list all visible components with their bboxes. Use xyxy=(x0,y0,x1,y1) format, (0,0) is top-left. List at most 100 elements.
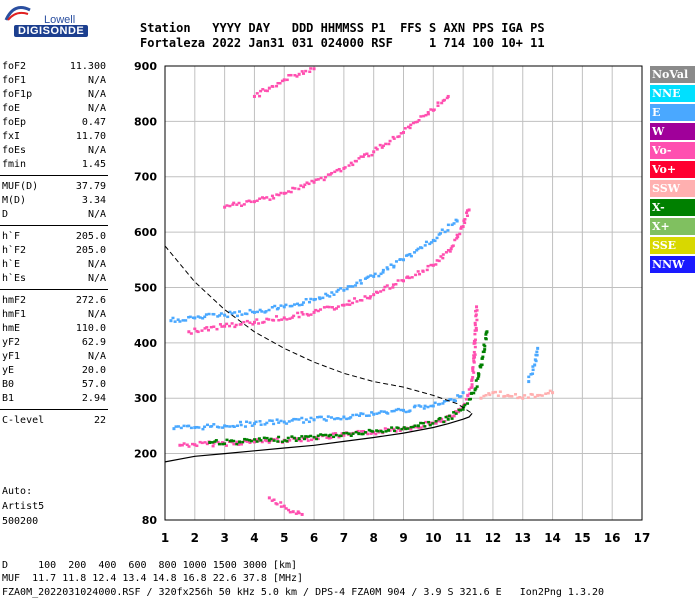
data-mark xyxy=(302,301,306,304)
data-mark xyxy=(469,386,473,390)
param-key: fxI xyxy=(2,131,21,142)
data-mark xyxy=(375,148,379,151)
data-mark xyxy=(198,316,202,319)
data-mark xyxy=(322,418,326,421)
data-mark xyxy=(299,439,303,443)
data-mark xyxy=(205,423,209,427)
data-point xyxy=(223,313,227,317)
x-tick-label: 12 xyxy=(485,531,502,545)
data-mark xyxy=(470,383,474,386)
data-mark xyxy=(428,242,432,246)
data-mark xyxy=(340,432,344,435)
data-mark xyxy=(484,393,488,397)
data-mark xyxy=(257,322,261,325)
data-mark xyxy=(288,317,292,320)
data-mark xyxy=(348,285,352,288)
data-point xyxy=(223,424,227,428)
data-mark xyxy=(454,412,458,415)
data-mark xyxy=(450,223,454,227)
data-point xyxy=(533,363,537,367)
electron-density-profile xyxy=(164,413,473,463)
data-point xyxy=(238,440,242,444)
data-mark xyxy=(275,437,279,440)
data-mark xyxy=(329,436,333,440)
param-value: 20.0 xyxy=(81,365,106,376)
data-mark xyxy=(290,304,294,308)
data-mark xyxy=(477,373,481,376)
data-mark xyxy=(230,312,234,315)
data-point xyxy=(473,388,477,392)
data-mark xyxy=(347,164,351,167)
data-mark xyxy=(286,436,290,440)
data-mark xyxy=(331,432,335,435)
data-mark xyxy=(510,395,514,398)
data-mark xyxy=(235,203,239,206)
data-mark xyxy=(381,144,385,148)
data-mark xyxy=(276,306,280,310)
param-value: 110.0 xyxy=(75,323,106,334)
data-mark xyxy=(196,330,200,334)
data-mark xyxy=(307,300,311,304)
y-tick-label: 900 xyxy=(134,60,157,73)
data-mark xyxy=(245,420,249,424)
data-mark xyxy=(217,426,221,429)
data-mark xyxy=(297,315,301,319)
data-point xyxy=(527,380,531,384)
data-mark xyxy=(415,120,419,124)
data-mark xyxy=(259,439,263,442)
x-tick-label: 2 xyxy=(191,531,199,545)
data-mark xyxy=(347,432,351,436)
data-mark xyxy=(353,297,357,300)
data-mark xyxy=(363,295,367,298)
param-value: 1.45 xyxy=(81,159,106,170)
data-mark xyxy=(410,276,414,279)
param-key: hmF2 xyxy=(2,295,27,306)
data-mark xyxy=(342,431,346,435)
data-mark xyxy=(255,440,259,443)
data-mark xyxy=(496,394,500,397)
data-point xyxy=(297,437,301,441)
data-mark xyxy=(225,322,229,326)
param-separator xyxy=(0,409,108,410)
data-point xyxy=(431,238,435,242)
data-mark xyxy=(279,501,283,504)
data-mark xyxy=(255,438,259,441)
data-mark xyxy=(235,442,239,446)
data-mark xyxy=(215,425,219,429)
data-mark xyxy=(413,424,417,427)
x-tick-label: 13 xyxy=(514,531,531,545)
data-mark xyxy=(433,401,437,405)
data-mark xyxy=(300,435,304,438)
data-mark xyxy=(399,408,403,412)
param-separator xyxy=(0,225,108,226)
footer-muf-line: MUF 11.7 11.8 12.4 13.4 14.8 16.8 22.6 3… xyxy=(2,573,304,584)
data-mark xyxy=(324,292,328,296)
param-value: N/A xyxy=(87,75,106,86)
data-mark xyxy=(355,281,359,285)
data-mark xyxy=(498,390,502,393)
data-mark xyxy=(301,72,305,75)
auto-method: Artist5 xyxy=(2,501,45,512)
data-mark xyxy=(482,350,486,353)
data-mark xyxy=(304,418,308,421)
data-mark xyxy=(365,152,369,156)
data-point xyxy=(267,86,271,90)
data-mark xyxy=(429,421,433,425)
data-mark xyxy=(475,309,479,312)
data-mark xyxy=(242,320,246,324)
data-mark xyxy=(221,442,225,446)
data-point xyxy=(479,396,483,400)
legend-item-w: W xyxy=(650,123,695,140)
param-row: D N/A xyxy=(2,208,106,222)
param-value: 205.0 xyxy=(75,231,106,242)
data-mark xyxy=(388,287,392,290)
data-mark xyxy=(473,323,477,327)
data-mark xyxy=(306,314,310,317)
data-mark xyxy=(210,441,214,444)
data-mark xyxy=(262,197,266,200)
ionogram-chart: 1 2 3 4 5 6 7 8 9 10 11 12 13 14 15 16 17802003004005006… xyxy=(134,60,650,545)
data-mark xyxy=(294,417,298,421)
data-point xyxy=(402,130,405,134)
data-mark xyxy=(302,185,306,189)
data-mark xyxy=(404,427,408,431)
